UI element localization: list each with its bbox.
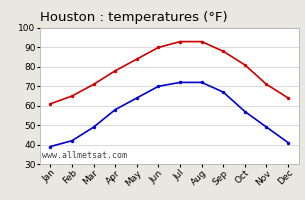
Text: Houston : temperatures (°F): Houston : temperatures (°F) bbox=[40, 11, 227, 24]
Text: www.allmetsat.com: www.allmetsat.com bbox=[42, 151, 127, 160]
